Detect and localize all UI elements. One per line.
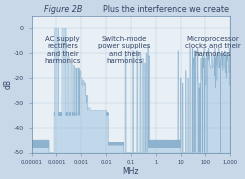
Text: AC supply
rectifiers
and their
harmonics: AC supply rectifiers and their harmonics — [45, 36, 81, 64]
Y-axis label: dB: dB — [3, 79, 12, 89]
Text: Switch-mode
power supplies
and their
harmonics: Switch-mode power supplies and their har… — [98, 36, 151, 64]
Text: Figure 2B: Figure 2B — [44, 5, 83, 14]
X-axis label: MHz: MHz — [123, 166, 139, 176]
Text: Microprocessor
clocks and their
harmonics: Microprocessor clocks and their harmonic… — [185, 36, 241, 57]
Text: Plus the interference we create: Plus the interference we create — [103, 5, 229, 14]
